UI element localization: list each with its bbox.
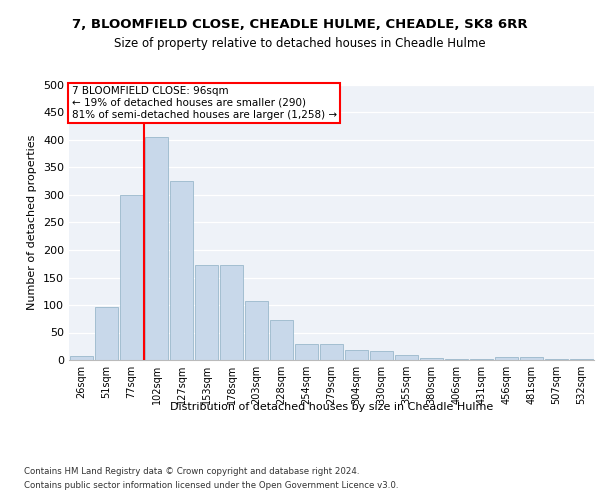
Bar	[245, 300, 268, 360]
Bar	[220, 266, 244, 360]
Text: 7, BLOOMFIELD CLOSE, CHEADLE HULME, CHEADLE, SK8 6RR: 7, BLOOMFIELD CLOSE, CHEADLE HULME, CHEA…	[72, 18, 528, 30]
Bar	[445, 359, 469, 360]
Bar	[370, 351, 394, 360]
Bar	[145, 137, 169, 360]
Bar	[419, 358, 443, 360]
Text: Size of property relative to detached houses in Cheadle Hulme: Size of property relative to detached ho…	[114, 38, 486, 51]
Bar	[395, 354, 418, 360]
Bar	[119, 195, 143, 360]
Bar	[295, 344, 319, 360]
Text: Contains public sector information licensed under the Open Government Licence v3: Contains public sector information licen…	[24, 481, 398, 490]
Bar	[269, 320, 293, 360]
Text: Distribution of detached houses by size in Cheadle Hulme: Distribution of detached houses by size …	[170, 402, 493, 412]
Text: 7 BLOOMFIELD CLOSE: 96sqm
← 19% of detached houses are smaller (290)
81% of semi: 7 BLOOMFIELD CLOSE: 96sqm ← 19% of detac…	[71, 86, 337, 120]
Bar	[170, 181, 193, 360]
Bar	[320, 344, 343, 360]
Y-axis label: Number of detached properties: Number of detached properties	[28, 135, 37, 310]
Bar	[494, 357, 518, 360]
Bar	[520, 357, 544, 360]
Bar	[470, 359, 493, 360]
Bar	[344, 350, 368, 360]
Bar	[95, 307, 118, 360]
Bar	[70, 356, 94, 360]
Bar	[194, 266, 218, 360]
Text: Contains HM Land Registry data © Crown copyright and database right 2024.: Contains HM Land Registry data © Crown c…	[24, 468, 359, 476]
